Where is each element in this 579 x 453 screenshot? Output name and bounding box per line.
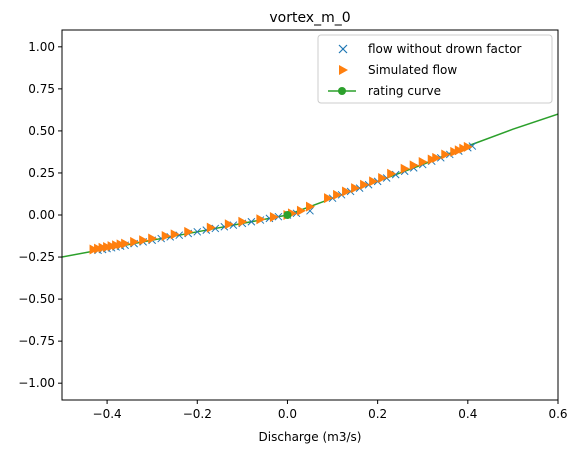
simulated-flow-point — [387, 168, 397, 179]
simulated-flow-point — [116, 239, 126, 250]
flow-without-drown-factor-point — [247, 217, 256, 226]
simulated-flow-point — [463, 141, 473, 152]
x-tick-label: 0.4 — [458, 407, 477, 421]
simulated-flow-point — [94, 243, 104, 254]
x-tick-label: 0.0 — [278, 407, 297, 421]
simulated-flow-point — [256, 214, 266, 225]
simulated-flow-point — [98, 242, 108, 253]
rating-curve-point — [283, 211, 292, 219]
simulated-flow-point — [400, 163, 410, 174]
simulated-flow-point — [450, 146, 460, 157]
y-tick-label: −0.50 — [18, 292, 55, 306]
simulated-flow-point — [441, 149, 451, 160]
simulated-flow-point — [184, 226, 194, 237]
simulated-flow-point — [238, 216, 248, 227]
y-tick-label: −0.25 — [18, 250, 55, 264]
x-tick-label: −0.2 — [183, 407, 212, 421]
simulated-flow-point — [459, 143, 469, 154]
simulated-flow-point — [360, 179, 370, 190]
simulated-flow-point — [427, 154, 437, 165]
plot-content — [62, 113, 558, 258]
legend-marker-x-icon — [338, 44, 348, 54]
simulated-flow-point — [121, 238, 131, 249]
y-tick-label: 0.00 — [28, 208, 55, 222]
simulated-flow-point — [170, 229, 180, 240]
legend-label-flow-without-drown-factor: flow without drown factor — [368, 42, 522, 56]
simulated-flow-point — [432, 152, 442, 163]
simulated-flow-point — [206, 222, 216, 233]
y-tick-label: −0.75 — [18, 334, 55, 348]
legend-marker-triangle-icon — [339, 65, 348, 75]
simulated-flow-point — [296, 205, 306, 216]
simulated-flow-point — [161, 231, 171, 242]
legend-box — [317, 34, 553, 104]
legend-label-rating-curve: rating curve — [368, 84, 441, 98]
y-axis: 1.00 0.75 0.50 0.25 0.00 −0.25 −0.50 −0.75 −1.00 — [18, 40, 62, 390]
simulated-flow-point — [324, 193, 334, 204]
x-tick-label: 0.2 — [368, 407, 387, 421]
simulated-flow-point — [418, 157, 428, 168]
simulated-flow-point — [112, 240, 122, 251]
simulated-flow-point — [130, 236, 140, 247]
simulated-flow-point — [103, 241, 113, 252]
y-tick-label: 1.00 — [28, 40, 55, 54]
simulated-flow-point — [378, 173, 388, 183]
x-tick-label: 0.6 — [548, 407, 567, 421]
simulated-flow-point — [269, 212, 279, 223]
x-axis: −0.4 −0.2 0.0 0.2 0.4 0.6 — [93, 400, 568, 421]
simulated-flow-point — [409, 160, 419, 171]
simulated-flow-point — [351, 183, 361, 194]
flow-without-drown-factor-point — [274, 212, 283, 221]
simulated-flow-point — [148, 233, 158, 244]
x-tick-label: −0.4 — [93, 407, 122, 421]
simulated-flow-point — [224, 219, 234, 230]
chart-title: vortex_m_0 — [269, 10, 350, 26]
simulated-flow-point — [333, 189, 343, 200]
legend: flow without drown factor Simulated flow… — [317, 34, 553, 104]
flow-without-drown-factor-point — [193, 227, 202, 236]
simulated-flow-point — [139, 235, 149, 246]
y-tick-label: −1.00 — [18, 376, 55, 390]
legend-marker-circle-icon — [338, 87, 346, 95]
y-tick-label: 0.25 — [28, 166, 55, 180]
simulated-flow-point — [89, 244, 99, 255]
simulated-flow-point — [454, 145, 464, 156]
y-tick-label: 0.75 — [28, 82, 55, 96]
x-axis-label: Discharge (m3/s) — [259, 430, 362, 444]
simulated-flow-point — [342, 186, 352, 197]
simulated-flow-point — [306, 201, 315, 212]
simulated-flow-point — [369, 176, 379, 187]
simulated-flow-point — [107, 241, 117, 252]
y-tick-label: 0.50 — [28, 124, 55, 138]
legend-label-simulated-flow: Simulated flow — [368, 63, 457, 77]
